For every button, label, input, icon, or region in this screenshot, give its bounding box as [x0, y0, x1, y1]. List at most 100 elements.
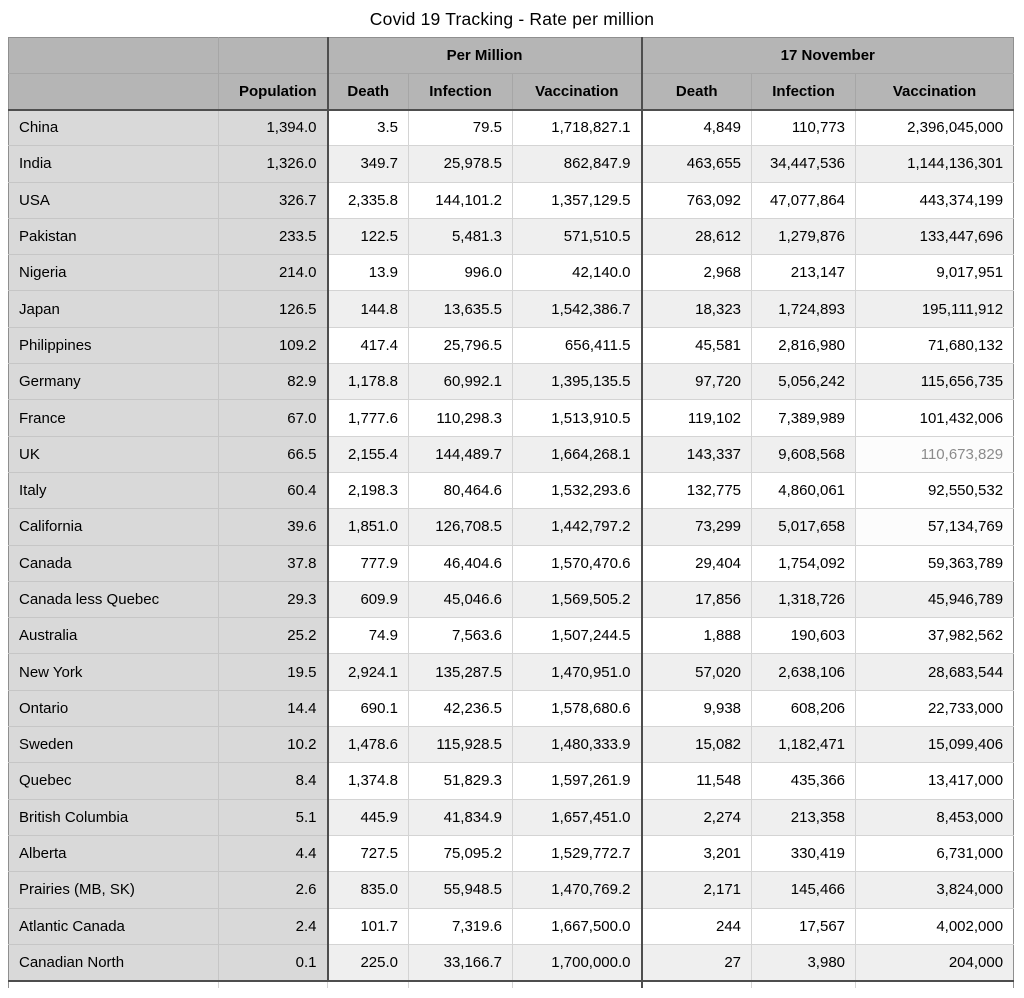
table-row: France 67.0 1,777.6 110,298.3 1,513,910.5 119… — [8, 399, 1015, 437]
cell-pm-infection: 79.5 — [408, 108, 513, 147]
row-label: UK — [8, 435, 219, 473]
cell-population: 109.2 — [218, 326, 329, 365]
group-header-per-million: Per Million — [326, 37, 643, 74]
partial-cell — [408, 980, 513, 988]
cell-pm-infection: 13,635.5 — [408, 290, 513, 328]
cell-population: 4.4 — [218, 834, 329, 873]
cell-pm-infection: 46,404.6 — [408, 544, 513, 582]
cell-nov-infection: 2,816,980 — [751, 326, 857, 365]
cell-nov-vaccination: 195,111,912 — [855, 290, 1015, 328]
cell-nov-infection: 1,754,092 — [751, 544, 857, 582]
table-row: UK 66.5 2,155.4 144,489.7 1,664,268.1 143,337… — [8, 435, 1015, 473]
column-header-row: Population Death Infection Vaccination D… — [8, 73, 1015, 111]
cell-nov-death: 15,082 — [641, 726, 753, 764]
cell-nov-infection: 608,206 — [751, 689, 857, 728]
corner-blank-cell — [8, 37, 219, 74]
table-row: Atlantic Canada 2.4 101.7 7,319.6 1,667,500.… — [8, 907, 1015, 945]
cell-nov-infection: 1,318,726 — [751, 580, 857, 619]
partial-cell — [218, 980, 328, 988]
cell-nov-vaccination: 37,982,562 — [855, 617, 1015, 655]
table-row: Australia 25.2 74.9 7,563.6 1,507,244.5 1,888… — [8, 617, 1015, 655]
cell-population: 66.5 — [218, 435, 329, 473]
table-row: Pakistan 233.5 122.5 5,481.3 571,510.5 28,612… — [8, 217, 1015, 256]
row-label: Alberta — [8, 834, 219, 873]
cell-nov-vaccination: 204,000 — [855, 943, 1015, 982]
partial-cell — [8, 980, 219, 988]
table-row: Sweden 10.2 1,478.6 115,928.5 1,480,333.9 15,… — [8, 726, 1015, 764]
cell-nov-death: 244 — [641, 907, 753, 945]
cell-nov-death: 143,337 — [641, 435, 753, 473]
cell-pm-infection: 135,287.5 — [408, 653, 513, 691]
cell-nov-vaccination: 45,946,789 — [855, 580, 1015, 619]
cell-pm-death: 417.4 — [327, 326, 409, 365]
cell-pm-death: 122.5 — [327, 217, 409, 256]
cell-nov-infection: 34,447,536 — [751, 145, 857, 183]
cell-nov-vaccination: 1,144,136,301 — [855, 145, 1015, 183]
cell-population: 82.9 — [218, 363, 329, 401]
cell-pm-infection: 144,101.2 — [408, 181, 513, 219]
partial-cell — [751, 980, 857, 988]
row-label: Philippines — [8, 326, 219, 365]
cell-population: 326.7 — [218, 181, 329, 219]
table-row: Prairies (MB, SK) 2.6 835.0 55,948.5 1,470,7… — [8, 871, 1015, 909]
cell-pm-vaccination: 1,664,268.1 — [511, 435, 643, 473]
cell-pm-vaccination: 571,510.5 — [511, 217, 643, 256]
column-header-nov-vaccination: Vaccination — [855, 73, 1015, 111]
partial-cell — [641, 980, 753, 988]
cell-nov-vaccination: 15,099,406 — [855, 726, 1015, 764]
row-label: New York — [8, 653, 219, 691]
row-label: Canadian North — [8, 943, 219, 982]
table-row: Philippines 109.2 417.4 25,796.5 656,411.5 45… — [8, 326, 1015, 365]
cell-nov-death: 97,720 — [641, 363, 753, 401]
cell-nov-death: 9,938 — [641, 689, 753, 728]
cell-nov-infection: 1,279,876 — [751, 217, 857, 256]
cell-pm-vaccination: 1,532,293.6 — [511, 471, 643, 510]
cell-pm-infection: 55,948.5 — [408, 871, 513, 909]
cell-pm-infection: 75,095.2 — [408, 834, 513, 873]
row-label: India — [8, 145, 219, 183]
cell-nov-vaccination: 110,673,829 — [855, 435, 1015, 473]
cell-population: 1,394.0 — [218, 108, 329, 147]
cell-nov-death: 3,201 — [641, 834, 753, 873]
row-label: Australia — [8, 617, 219, 655]
cell-nov-vaccination: 22,733,000 — [855, 689, 1015, 728]
cell-pm-vaccination: 1,570,470.6 — [511, 544, 643, 582]
table-row: Canadian North 0.1 225.0 33,166.7 1,700,000.… — [8, 943, 1015, 982]
row-label: Atlantic Canada — [8, 907, 219, 945]
cell-pm-vaccination: 1,718,827.1 — [511, 108, 643, 147]
cell-pm-vaccination: 1,513,910.5 — [511, 399, 643, 437]
cell-nov-death: 4,849 — [641, 108, 753, 147]
partial-cell — [327, 980, 409, 988]
cell-nov-death: 463,655 — [641, 145, 753, 183]
partial-cell — [511, 980, 643, 988]
cell-population: 214.0 — [218, 254, 329, 292]
cell-nov-vaccination: 8,453,000 — [855, 798, 1015, 836]
cell-nov-infection: 1,724,893 — [751, 290, 857, 328]
cell-pm-death: 2,335.8 — [327, 181, 409, 219]
cell-nov-infection: 2,638,106 — [751, 653, 857, 691]
cell-nov-vaccination: 3,824,000 — [855, 871, 1015, 909]
population-blank-cell — [218, 37, 329, 74]
cell-nov-death: 27 — [641, 943, 753, 982]
cell-population: 1,326.0 — [218, 145, 329, 183]
row-label: California — [8, 508, 219, 546]
cell-pm-infection: 33,166.7 — [408, 943, 513, 982]
row-label: France — [8, 399, 219, 437]
cell-nov-death: 119,102 — [641, 399, 753, 437]
cell-nov-death: 17,856 — [641, 580, 753, 619]
cell-pm-vaccination: 1,480,333.9 — [511, 726, 643, 764]
cell-nov-vaccination: 57,134,769 — [855, 508, 1015, 546]
cell-pm-infection: 5,481.3 — [408, 217, 513, 256]
row-label: Pakistan — [8, 217, 219, 256]
cell-nov-death: 2,968 — [641, 254, 753, 292]
cell-pm-vaccination: 862,847.9 — [511, 145, 643, 183]
cell-nov-infection: 1,182,471 — [751, 726, 857, 764]
cell-pm-vaccination: 1,529,772.7 — [511, 834, 643, 873]
row-label: Ontario — [8, 689, 219, 728]
cell-nov-death: 18,323 — [641, 290, 753, 328]
cell-nov-death: 1,888 — [641, 617, 753, 655]
cell-pm-death: 349.7 — [327, 145, 409, 183]
cell-population: 8.4 — [218, 762, 329, 800]
cell-pm-death: 1,851.0 — [327, 508, 409, 546]
row-label: USA — [8, 181, 219, 219]
